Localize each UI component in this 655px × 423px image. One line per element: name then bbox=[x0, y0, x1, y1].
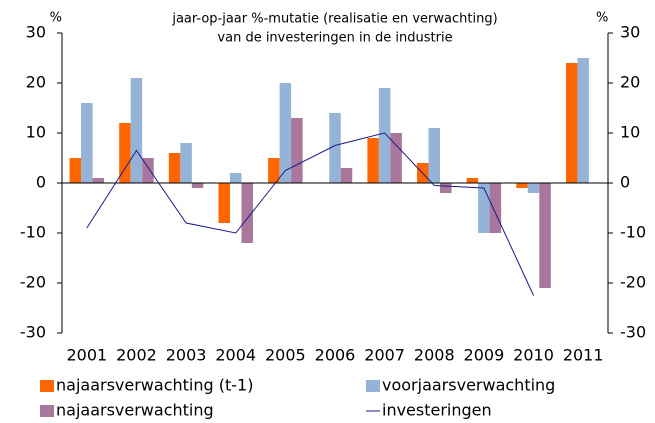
bar bbox=[291, 118, 303, 183]
y-tick-label: -20 bbox=[20, 273, 46, 292]
bar bbox=[340, 168, 353, 183]
x-tick-label: 2001 bbox=[66, 346, 107, 365]
bar bbox=[367, 138, 379, 183]
y2-tick-label: -20 bbox=[620, 273, 646, 292]
bar bbox=[489, 183, 502, 233]
legend-marker bbox=[40, 380, 54, 392]
legend-label: najaarsverwachting bbox=[56, 401, 214, 420]
y-tick-label: -30 bbox=[20, 323, 46, 342]
y-tick-label: 20 bbox=[26, 73, 46, 92]
x-tick-label: 2009 bbox=[464, 346, 505, 365]
y-tick-label: 10 bbox=[26, 123, 46, 142]
legend-label: najaarsverwachting (t-1) bbox=[56, 376, 253, 395]
bar bbox=[539, 183, 551, 288]
bar bbox=[378, 88, 391, 183]
bar bbox=[268, 158, 280, 183]
y-tick-label: 30 bbox=[26, 23, 46, 42]
bar bbox=[69, 158, 82, 183]
chart-title: van de investeringen in de industrie bbox=[217, 31, 452, 46]
x-tick-label: 2008 bbox=[414, 346, 455, 365]
bar bbox=[329, 113, 341, 183]
bar bbox=[81, 103, 93, 183]
x-tick-label: 2002 bbox=[116, 346, 157, 365]
legend-label: investeringen bbox=[382, 401, 492, 420]
x-tick-label: 2010 bbox=[513, 346, 554, 365]
line bbox=[86, 132, 534, 296]
bar bbox=[180, 143, 192, 183]
bar bbox=[440, 183, 452, 193]
legend-marker bbox=[366, 380, 380, 392]
y2-tick-label: 30 bbox=[620, 23, 640, 42]
x-tick-label: 2006 bbox=[315, 346, 356, 365]
bar bbox=[218, 183, 230, 223]
y-tick-label: 0 bbox=[36, 173, 46, 192]
y2-tick-label: -10 bbox=[620, 223, 646, 242]
y2-tick-label: -30 bbox=[620, 323, 646, 342]
bar bbox=[516, 183, 528, 188]
bar bbox=[527, 183, 540, 193]
bar bbox=[428, 128, 441, 183]
bar bbox=[565, 63, 578, 183]
bar bbox=[466, 178, 479, 183]
bar bbox=[279, 83, 292, 183]
bar bbox=[241, 183, 253, 243]
x-tick-label: 2007 bbox=[364, 346, 405, 365]
bar bbox=[191, 183, 204, 188]
legend-label: voorjaarsverwachting bbox=[382, 376, 555, 395]
y2-tick-label: 10 bbox=[620, 123, 640, 142]
y2-tick-label: 0 bbox=[620, 173, 630, 192]
x-tick-label: 2011 bbox=[563, 346, 604, 365]
bar bbox=[130, 78, 143, 183]
x-tick-label: 2004 bbox=[215, 346, 256, 365]
bar bbox=[119, 123, 131, 183]
bar bbox=[168, 153, 181, 183]
bar bbox=[390, 133, 402, 183]
y2-tick-label: 20 bbox=[620, 73, 640, 92]
bar bbox=[478, 183, 490, 233]
x-tick-label: 2005 bbox=[265, 346, 306, 365]
legend-marker bbox=[40, 405, 54, 417]
y-tick-label: -10 bbox=[20, 223, 46, 242]
chart-title: jaar-op-jaar %-mutatie (realisatie en ve… bbox=[171, 12, 497, 27]
bar bbox=[142, 158, 154, 183]
y2-axis-label: % bbox=[596, 11, 608, 26]
bar bbox=[92, 178, 105, 183]
x-tick-label: 2003 bbox=[166, 346, 207, 365]
y-axis-label: % bbox=[50, 11, 62, 26]
bar bbox=[229, 173, 242, 183]
bar bbox=[577, 58, 589, 183]
